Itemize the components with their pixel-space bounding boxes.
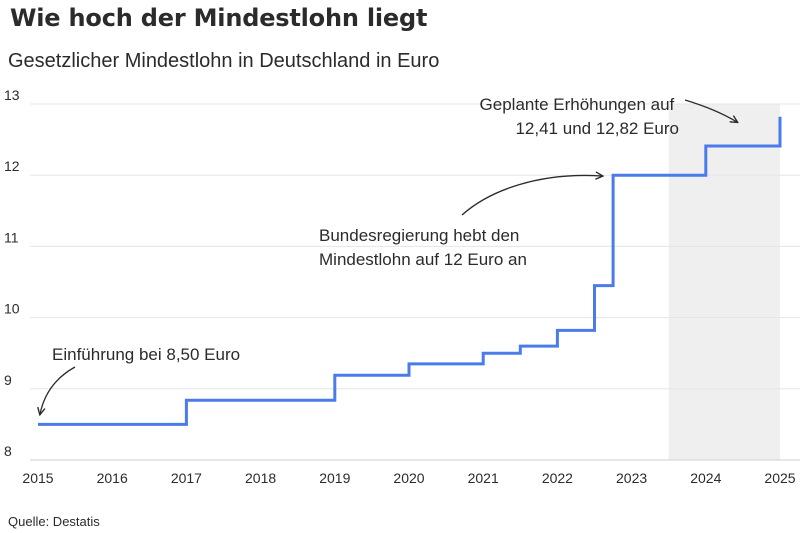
- y-axis-ticks: 8 9 10 11 12 13: [4, 87, 20, 459]
- x-tick-label-2020: 2020: [393, 470, 424, 486]
- annotation-arrow-planned: [684, 99, 737, 122]
- x-tick-label-2022: 2022: [542, 470, 573, 486]
- x-tick-label-2024: 2024: [690, 470, 721, 486]
- chart-title: Wie hoch der Mindestlohn liegt: [10, 4, 428, 32]
- x-tick-label-2025: 2025: [764, 470, 795, 486]
- y-tick-label-10: 10: [4, 301, 20, 317]
- x-tick-label-2017: 2017: [171, 470, 202, 486]
- annotation-planned: Geplante Erhöhungen auf 12,41 und 12,82 …: [480, 95, 679, 138]
- x-axis-ticks: 2015 2016 2017 2018 2019 2020 2021 2022 2023 2024…: [22, 470, 795, 486]
- y-tick-label-8: 8: [4, 443, 12, 459]
- chart-subtitle: Gesetzlicher Mindestlohn in Deutschland …: [8, 50, 440, 72]
- x-tick-label-2023: 2023: [616, 470, 647, 486]
- annotation-arrow-einfuehrung: [40, 366, 76, 414]
- annotation-arrow-12-euro: [461, 175, 602, 216]
- x-tick-label-2021: 2021: [468, 470, 499, 486]
- gridlines: [30, 103, 800, 461]
- y-tick-label-9: 9: [4, 372, 12, 388]
- x-tick-label-2019: 2019: [319, 470, 350, 486]
- planned-period-shading: [668, 104, 780, 460]
- x-tick-label-2018: 2018: [245, 470, 276, 486]
- y-tick-label-12: 12: [4, 158, 20, 174]
- y-tick-label-13: 13: [4, 87, 20, 103]
- annotation-einfuehrung: Einführung bei 8,50 Euro: [52, 345, 240, 364]
- x-tick-label-2016: 2016: [97, 470, 128, 486]
- x-tick-label-2015: 2015: [22, 470, 53, 486]
- source-note: Quelle: Destatis: [8, 514, 100, 529]
- series-line-mindestlohn: [38, 116, 782, 426]
- annotation-12-euro: Bundesregierung hebt den Mindestlohn auf…: [319, 226, 527, 269]
- y-tick-label-11: 11: [4, 229, 19, 245]
